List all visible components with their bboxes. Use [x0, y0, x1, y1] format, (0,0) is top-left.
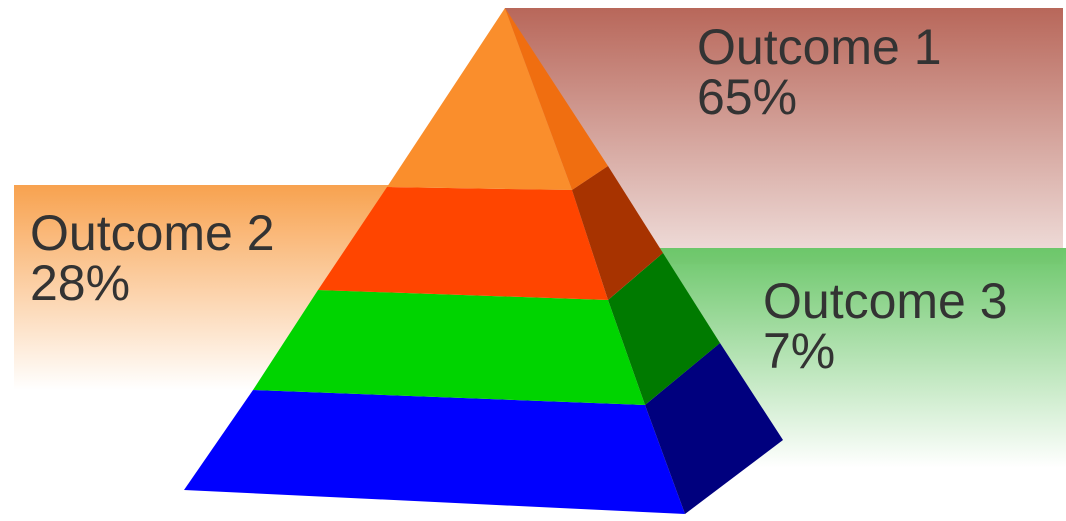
outcome-2-value: 28% — [30, 255, 131, 311]
outcome-2-title: Outcome 2 — [30, 205, 275, 261]
pyramid-layer-upper-middle-front — [318, 187, 608, 300]
pyramid-layer-top-front — [387, 8, 572, 190]
outcome-1-callout: Outcome 1 65% — [697, 22, 942, 122]
pyramid-layer-top-side — [505, 8, 608, 190]
pyramid-layer-base-side — [645, 343, 783, 514]
outcome-1-value: 65% — [697, 69, 798, 125]
pyramid-layer-lower-middle-side — [608, 253, 720, 405]
pyramid-layer-base-front — [184, 390, 685, 514]
outcome-3-callout: Outcome 3 7% — [763, 276, 1008, 376]
pyramid-layer-lower-middle-front — [253, 290, 645, 405]
pyramid-layer-upper-middle-side — [572, 166, 663, 300]
outcome-3-value: 7% — [763, 323, 836, 379]
outcome-1-title: Outcome 1 — [697, 19, 942, 75]
outcome-3-title: Outcome 3 — [763, 273, 1008, 329]
outcome-2-callout: Outcome 2 28% — [30, 208, 275, 308]
